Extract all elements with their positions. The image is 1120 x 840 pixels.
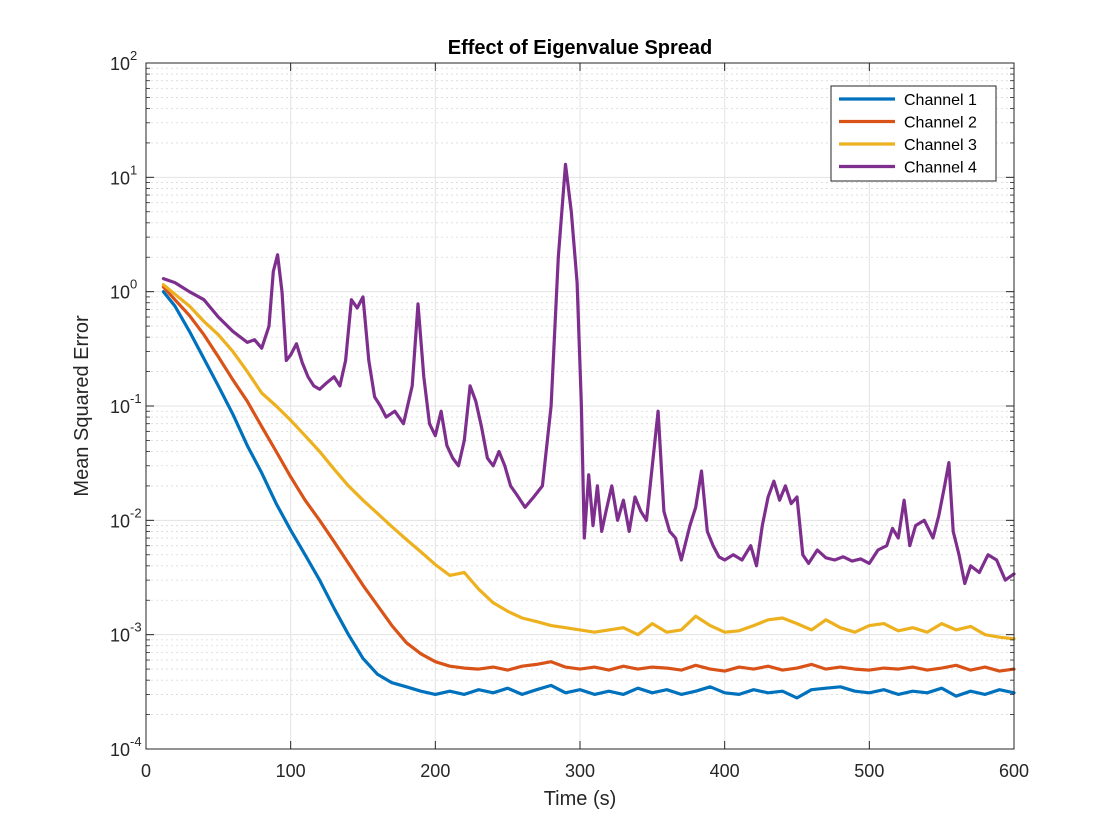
y-tick-exponent: -2: [130, 505, 142, 520]
chart-title: Effect of Eigenvalue Spread: [448, 37, 713, 59]
y-tick-base: 10: [110, 54, 130, 74]
axis-ticks: [145, 62, 1015, 750]
y-tick-base: 10: [110, 740, 130, 760]
x-tick-label: 0: [141, 761, 151, 781]
y-tick-exponent: 1: [130, 162, 137, 177]
legend: Channel 1 Channel 2 Channel 3 Channel 4: [830, 85, 997, 182]
y-tick-label: 100: [110, 277, 137, 303]
series-line-4: [161, 162, 1016, 586]
y-tick-base: 10: [110, 168, 130, 188]
y-tick-label: 101: [110, 162, 137, 188]
series-line-3: [161, 283, 1016, 641]
y-axis-label: Mean Squared Error: [71, 315, 93, 497]
y-tick-label: 10-3: [110, 620, 142, 646]
y-tick-label: 10-4: [110, 734, 142, 760]
x-tick-label: 500: [854, 761, 884, 781]
x-tick-label: 100: [276, 761, 306, 781]
x-tick-labels: 0 100 200 300 400 500 600: [141, 761, 1029, 781]
series-line-1: [161, 290, 1016, 700]
y-tick-exponent: -3: [130, 620, 142, 635]
x-tick-label: 300: [565, 761, 595, 781]
y-tick-label: 10-2: [110, 505, 142, 531]
y-tick-label: 102: [110, 48, 137, 74]
legend-label-2: Channel 2: [904, 115, 977, 132]
x-tick-label: 400: [710, 761, 740, 781]
y-tick-base: 10: [110, 626, 130, 646]
series-line-2: [161, 285, 1016, 673]
y-tick-base: 10: [110, 397, 130, 417]
legend-label-4: Channel 4: [904, 160, 977, 177]
legend-label-1: Channel 1: [904, 92, 977, 109]
y-tick-exponent: 2: [130, 48, 137, 63]
y-tick-label: 10-1: [110, 391, 142, 417]
y-tick-base: 10: [110, 511, 130, 531]
y-tick-exponent: 0: [130, 277, 137, 292]
y-tick-exponent: -4: [130, 734, 142, 749]
x-tick-label: 600: [999, 761, 1029, 781]
series-layer: [161, 162, 1016, 700]
y-tick-exponent: -1: [130, 391, 142, 406]
legend-label-3: Channel 3: [904, 137, 977, 154]
x-axis-label: Time (s): [544, 788, 617, 810]
x-tick-label: 200: [420, 761, 450, 781]
y-tick-base: 10: [110, 283, 130, 303]
